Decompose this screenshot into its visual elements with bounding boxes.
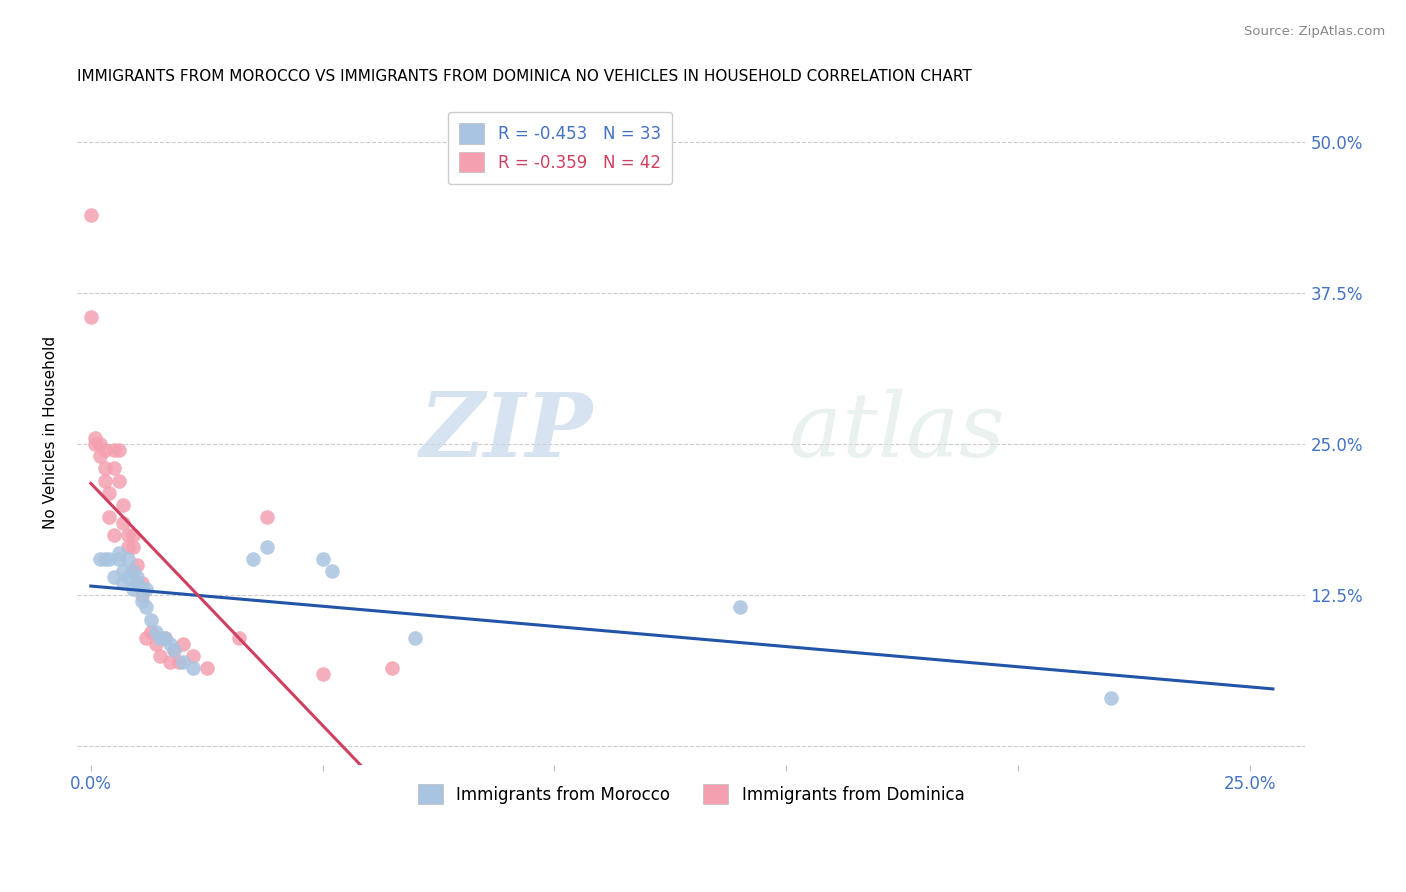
Point bbox=[103, 461, 125, 475]
Point bbox=[127, 576, 149, 591]
Point bbox=[117, 528, 139, 542]
Point bbox=[173, 637, 195, 651]
Point bbox=[163, 642, 186, 657]
Point bbox=[135, 600, 157, 615]
Point bbox=[93, 461, 115, 475]
Point bbox=[1099, 691, 1122, 706]
Point bbox=[117, 552, 139, 566]
Point bbox=[256, 540, 278, 554]
Point bbox=[139, 624, 162, 639]
Point bbox=[131, 576, 153, 591]
Point bbox=[107, 474, 129, 488]
Point bbox=[145, 624, 167, 639]
Point bbox=[728, 600, 751, 615]
Point bbox=[121, 540, 143, 554]
Point bbox=[80, 310, 103, 325]
Point bbox=[103, 570, 125, 584]
Legend: Immigrants from Morocco, Immigrants from Dominica: Immigrants from Morocco, Immigrants from… bbox=[409, 776, 973, 813]
Point bbox=[89, 552, 111, 566]
Point bbox=[121, 564, 143, 578]
Point bbox=[163, 642, 186, 657]
Point bbox=[256, 509, 278, 524]
Y-axis label: No Vehicles in Household: No Vehicles in Household bbox=[44, 335, 58, 529]
Point bbox=[127, 570, 149, 584]
Point bbox=[98, 485, 121, 500]
Point bbox=[112, 576, 135, 591]
Point bbox=[98, 509, 121, 524]
Point bbox=[80, 208, 103, 222]
Point bbox=[112, 564, 135, 578]
Text: IMMIGRANTS FROM MOROCCO VS IMMIGRANTS FROM DOMINICA NO VEHICLES IN HOUSEHOLD COR: IMMIGRANTS FROM MOROCCO VS IMMIGRANTS FR… bbox=[77, 69, 972, 84]
Point bbox=[103, 528, 125, 542]
Point bbox=[311, 552, 333, 566]
Point bbox=[98, 552, 121, 566]
Point bbox=[149, 648, 172, 663]
Point bbox=[145, 637, 167, 651]
Point bbox=[121, 564, 143, 578]
Point bbox=[149, 631, 172, 645]
Point bbox=[135, 582, 157, 597]
Point bbox=[195, 661, 218, 675]
Point bbox=[127, 576, 149, 591]
Point bbox=[181, 661, 204, 675]
Point bbox=[139, 613, 162, 627]
Point bbox=[84, 437, 107, 451]
Text: ZIP: ZIP bbox=[419, 389, 593, 475]
Point bbox=[127, 558, 149, 573]
Point bbox=[131, 594, 153, 608]
Point bbox=[228, 631, 250, 645]
Point bbox=[121, 528, 143, 542]
Point bbox=[159, 655, 181, 669]
Point bbox=[117, 540, 139, 554]
Point bbox=[131, 582, 153, 597]
Point bbox=[311, 666, 333, 681]
Point bbox=[89, 437, 111, 451]
Point bbox=[135, 631, 157, 645]
Point bbox=[381, 661, 404, 675]
Text: atlas: atlas bbox=[789, 389, 1005, 475]
Point bbox=[107, 552, 129, 566]
Point bbox=[242, 552, 264, 566]
Point bbox=[89, 450, 111, 464]
Point bbox=[159, 637, 181, 651]
Point bbox=[107, 443, 129, 458]
Point bbox=[167, 655, 190, 669]
Point bbox=[112, 498, 135, 512]
Point bbox=[153, 631, 176, 645]
Point bbox=[84, 431, 107, 445]
Point bbox=[121, 582, 143, 597]
Point bbox=[103, 443, 125, 458]
Point bbox=[93, 474, 115, 488]
Text: Source: ZipAtlas.com: Source: ZipAtlas.com bbox=[1244, 25, 1385, 38]
Point bbox=[93, 552, 115, 566]
Point bbox=[107, 546, 129, 560]
Point bbox=[112, 516, 135, 530]
Point bbox=[181, 648, 204, 663]
Point bbox=[173, 655, 195, 669]
Point bbox=[93, 443, 115, 458]
Point bbox=[131, 588, 153, 602]
Point bbox=[321, 564, 343, 578]
Point bbox=[404, 631, 426, 645]
Point bbox=[117, 570, 139, 584]
Point bbox=[153, 631, 176, 645]
